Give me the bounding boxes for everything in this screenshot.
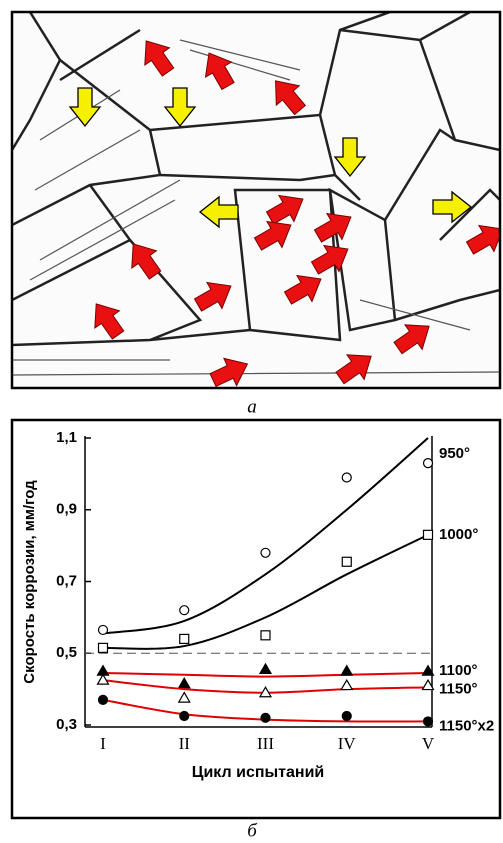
- data-point: [180, 712, 189, 721]
- figure: а Скорость коррозии, мм/год Цикл испытан…: [0, 0, 503, 843]
- data-point: [179, 678, 190, 688]
- x-tick-label: V: [422, 734, 435, 753]
- data-point: [261, 631, 270, 640]
- y-axis-title: Скорость коррозии, мм/год: [21, 480, 38, 684]
- series-label: 1150°: [439, 681, 478, 698]
- data-point: [260, 664, 271, 674]
- data-point: [424, 717, 433, 726]
- data-point: [180, 634, 189, 643]
- data-point: [342, 712, 351, 721]
- y-tick-label: 0,5: [56, 644, 77, 661]
- data-point: [342, 557, 351, 566]
- panel-label: а: [247, 396, 257, 417]
- data-point: [342, 473, 351, 482]
- data-point: [99, 643, 108, 652]
- x-axis-title: Цикл испытаний: [192, 764, 324, 781]
- series-label: 1000°: [439, 526, 478, 543]
- data-point: [99, 695, 108, 704]
- y-tick-label: 0,3: [56, 716, 77, 733]
- x-tick-label: II: [179, 734, 191, 753]
- x-tick-label: IV: [338, 734, 357, 753]
- y-tick-label: 0,9: [56, 501, 77, 518]
- data-point: [179, 693, 190, 703]
- panel-label: б: [247, 820, 258, 841]
- x-tick-label: I: [100, 734, 106, 753]
- series-label: 1100°: [439, 662, 478, 679]
- data-point: [261, 548, 270, 557]
- data-point: [424, 530, 433, 539]
- y-tick-label: 0,7: [56, 572, 77, 589]
- data-point: [341, 666, 352, 676]
- data-point: [98, 675, 109, 685]
- series-label: 1150°x2: [439, 717, 494, 734]
- x-tick-label: III: [257, 734, 274, 753]
- data-point: [261, 713, 270, 722]
- micrograph: [12, 12, 503, 394]
- y-tick-label: 1,1: [56, 429, 77, 446]
- series-label: 950°: [439, 445, 470, 462]
- trend-line: [103, 438, 428, 634]
- data-point: [180, 606, 189, 615]
- data-point: [341, 680, 352, 690]
- data-point: [424, 459, 433, 468]
- data-point: [99, 625, 108, 634]
